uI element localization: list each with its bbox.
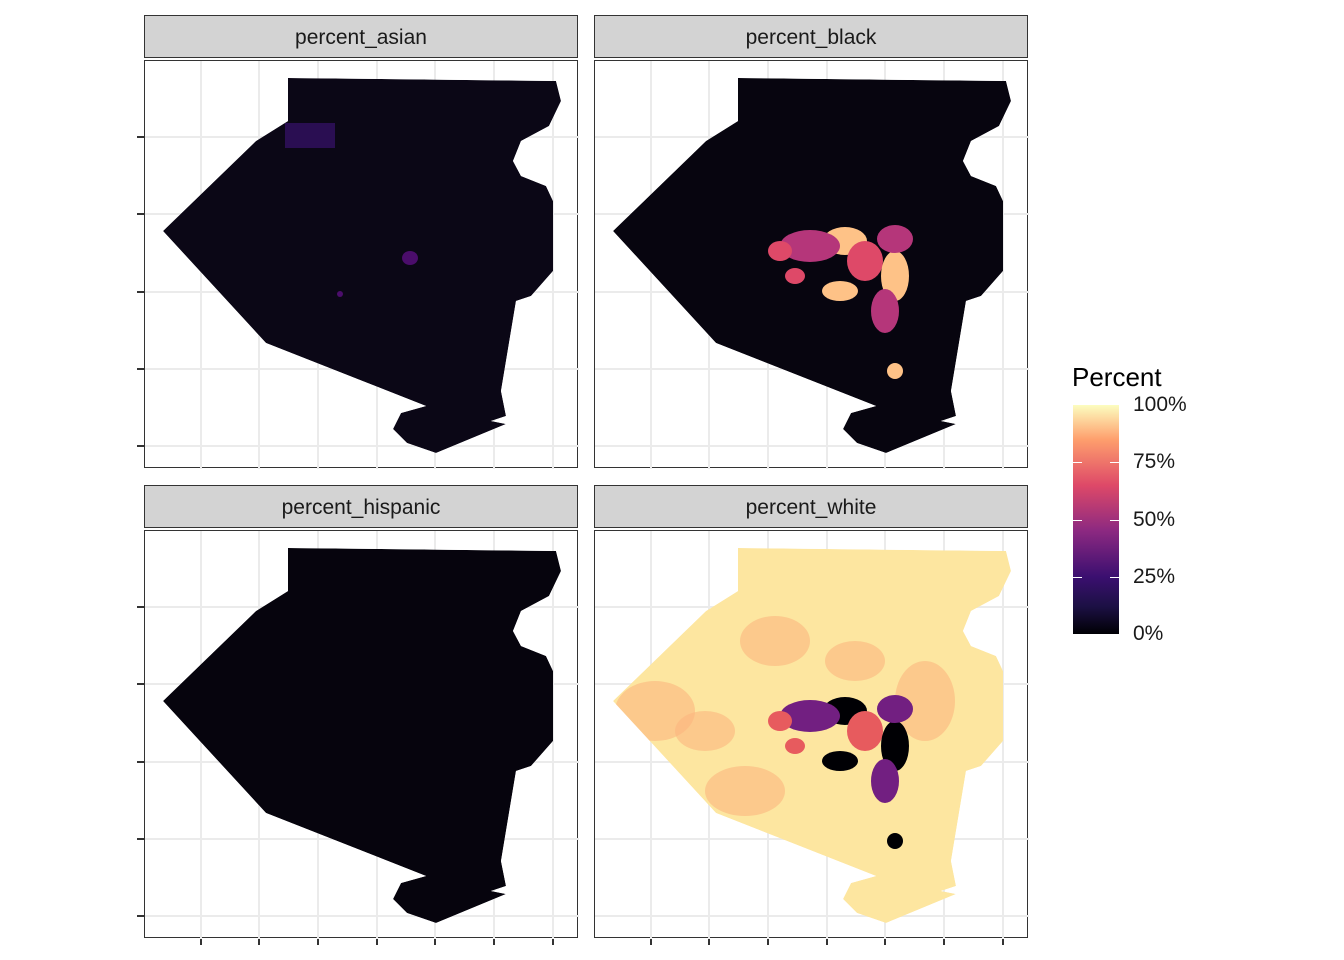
tract-region xyxy=(822,281,858,301)
tract-region xyxy=(847,711,883,751)
tract-region xyxy=(871,759,899,803)
tract-region xyxy=(780,230,840,262)
tract-region xyxy=(337,291,343,297)
tract-region xyxy=(877,225,913,253)
county-shape xyxy=(163,78,561,453)
tract-region xyxy=(740,616,810,666)
facet-percent-white: percent_white xyxy=(594,485,1029,945)
tract-region xyxy=(825,641,885,681)
tract-region xyxy=(285,123,335,148)
county-shape xyxy=(613,78,1011,453)
tract-region xyxy=(887,833,903,849)
tract-region xyxy=(780,700,840,732)
tract-region xyxy=(871,289,899,333)
county-shape xyxy=(163,548,561,923)
map-plot xyxy=(594,60,1029,469)
tract-region xyxy=(785,268,805,284)
tract-region xyxy=(768,241,792,261)
tract-region xyxy=(402,251,418,265)
tract-region xyxy=(887,363,903,379)
tract-region xyxy=(881,251,909,301)
facet-strip: percent_hispanic xyxy=(144,485,578,528)
legend: Percent 100% 75% 50% 25% 0% xyxy=(1072,362,1187,645)
legend-tick-mark xyxy=(1073,576,1119,578)
legend-tick-label: 25% xyxy=(1133,564,1176,588)
map-plot xyxy=(137,530,579,945)
facet-percent-hispanic: percent_hispanic xyxy=(137,485,579,945)
facet-percent-black: percent_black xyxy=(594,15,1029,469)
facet-strip: percent_asian xyxy=(144,15,578,58)
facet-strip: percent_white xyxy=(594,485,1028,528)
tract-region xyxy=(881,721,909,771)
tract-region xyxy=(785,738,805,754)
map-plot xyxy=(594,530,1029,945)
legend-tick-label: 100% xyxy=(1133,393,1187,416)
tract-region xyxy=(877,695,913,723)
legend-tick-mark xyxy=(1073,462,1119,464)
facet-percent-asian: percent_asian xyxy=(137,15,579,469)
legend-tick-label: 75% xyxy=(1133,450,1176,474)
county-shape xyxy=(613,548,1011,923)
tract-region xyxy=(822,751,858,771)
legend-tick-label: 0% xyxy=(1133,622,1164,645)
facet-strip: percent_black xyxy=(594,15,1028,58)
map-plot xyxy=(137,60,579,469)
tract-region xyxy=(705,766,785,816)
legend-title: Percent xyxy=(1072,362,1162,392)
legend-tick-label: 50% xyxy=(1133,507,1176,531)
legend-tick-mark xyxy=(1073,519,1119,521)
tract-region xyxy=(847,241,883,281)
tract-region xyxy=(768,711,792,731)
tract-region xyxy=(895,661,955,741)
